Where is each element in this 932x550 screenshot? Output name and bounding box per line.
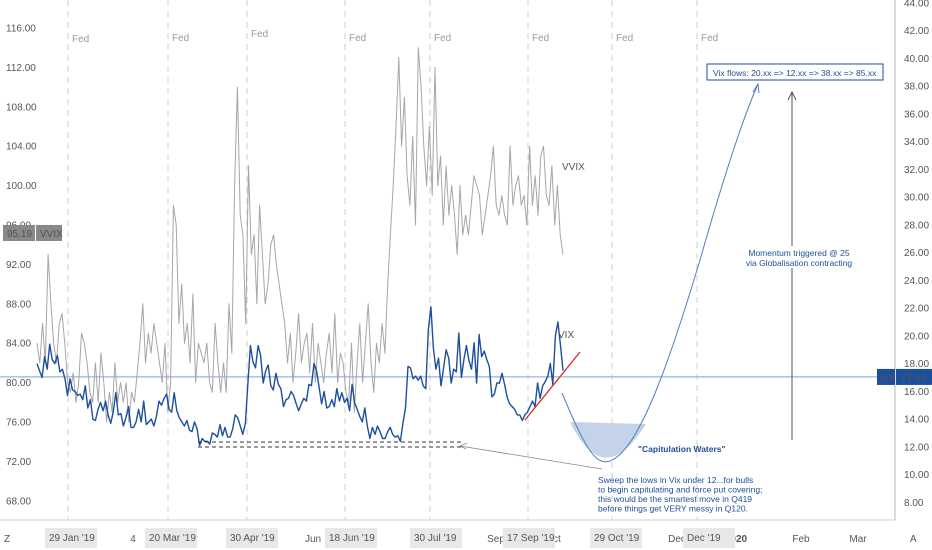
x-date-badge <box>45 528 97 548</box>
fed-marker-label: Fed <box>532 33 549 44</box>
right-axis-tick: 28.00 <box>904 220 929 231</box>
projection-arrowhead <box>752 82 760 94</box>
right-axis-tick: 38.00 <box>904 82 929 93</box>
x-date-badge <box>226 528 278 548</box>
momentum-arrowhead <box>787 90 797 101</box>
vvix-name-badge-label: VVIX <box>40 229 63 240</box>
x-date-badge <box>590 528 642 548</box>
left-axis-tick: 116.00 <box>6 24 36 35</box>
vix-last-value-badge <box>896 368 932 385</box>
projection-curve <box>561 83 759 463</box>
right-axis-tick: 32.00 <box>904 165 929 176</box>
x-date-badge-label: Dec '19 <box>687 533 721 544</box>
note-pointer-arrowhead <box>459 442 468 450</box>
fed-marker-label: Fed <box>701 33 718 44</box>
x-date-badge-label: 29 Jan '19 <box>49 533 95 544</box>
right-axis-tick: 20.00 <box>904 331 929 342</box>
x-axis-label: 4 <box>130 534 136 545</box>
right-axis-tick: 30.00 <box>904 193 929 204</box>
left-axis-tick: 112.00 <box>6 63 36 74</box>
right-axis-tick: 14.00 <box>904 415 929 426</box>
x-date-badge-label: 29 Oct '19 <box>594 533 640 544</box>
vix-flows-box <box>706 63 884 81</box>
vix-name-badge <box>877 368 895 385</box>
right-axis-tick: 24.00 <box>904 276 929 287</box>
sweep-note-line: before things get VERY messy in Q120. <box>598 504 748 514</box>
left-axis-tick: 76.00 <box>6 418 31 429</box>
right-axis-tick: 44.00 <box>904 0 929 10</box>
corner-label-left: Z <box>4 534 10 545</box>
x-axis-label: Feb <box>792 534 810 545</box>
vvix-last-value: 95.19 <box>7 229 32 240</box>
left-axis-tick: 108.00 <box>6 102 37 113</box>
x-axis-label: Dec <box>668 534 686 545</box>
note-pointer-line <box>459 445 603 470</box>
right-axis-tick: 12.00 <box>904 442 929 453</box>
fed-marker-label: Fed <box>434 33 451 44</box>
left-axis-tick: 88.00 <box>6 299 31 310</box>
right-axis-tick: 36.00 <box>904 109 929 120</box>
fed-marker-label: Fed <box>72 34 89 45</box>
left-axis-tick: 80.00 <box>6 378 31 389</box>
right-axis-tick: 22.00 <box>904 304 929 315</box>
x-date-badge-label: 30 Jul '19 <box>414 533 457 544</box>
left-axis-tick: 104.00 <box>6 142 37 153</box>
corner-label-right: A <box>910 534 917 545</box>
left-axis-tick: 72.00 <box>6 457 31 468</box>
x-axis-label: Jun <box>305 534 321 545</box>
right-axis-tick: 40.00 <box>904 54 929 65</box>
vix-last-value: 17.04 <box>901 373 926 384</box>
vvix-name-badge <box>36 224 62 241</box>
right-axis-tick: 10.00 <box>904 470 929 481</box>
right-axis-tick: 18.00 <box>904 359 929 370</box>
trend-line <box>524 351 581 421</box>
x-date-badge-label: 30 Apr '19 <box>230 533 275 544</box>
left-axis-tick: 68.00 <box>6 496 31 507</box>
x-date-badge-label: 20 Mar '19 <box>149 533 196 544</box>
vvix-series-line <box>36 47 564 423</box>
fed-marker-label: Fed <box>616 33 633 44</box>
capitulation-label: "Capitulation Waters" <box>638 444 726 454</box>
x-date-badge <box>410 528 462 548</box>
x-date-badge <box>145 528 197 548</box>
momentum-note-line2: via Globalisation contracting <box>746 258 853 268</box>
left-axis-tick: 84.00 <box>6 339 31 350</box>
x-axis-label: Mar <box>849 534 867 545</box>
momentum-note-bg <box>746 246 852 268</box>
sweep-note-line: this would be the smartest move in Q419 <box>598 494 752 504</box>
right-axis-tick: 8.00 <box>904 498 924 509</box>
right-axis-tick: 42.00 <box>904 26 929 37</box>
x-axis-label: Sep <box>487 534 505 545</box>
right-axis-tick: 26.00 <box>904 248 929 259</box>
right-axis-tick: 34.00 <box>904 137 929 148</box>
vix-flows-text: Vix flows: 20.xx => 12.xx => 38.xx => 85… <box>713 68 877 78</box>
left-axis-tick: 92.00 <box>6 260 31 271</box>
momentum-note-line1: Momentum triggered @ 25 <box>748 248 850 258</box>
left-axis-tick: 100.00 <box>6 181 37 192</box>
x-date-badge <box>683 528 735 548</box>
right-axis-tick: 16.00 <box>904 387 929 398</box>
vix-series-line <box>36 306 564 447</box>
x-date-badge-label: 17 Sep '19 <box>507 533 555 544</box>
vvix-last-value-badge <box>3 224 35 241</box>
sweep-note-line: Sweep the lows in Vix under 12...for bul… <box>598 475 753 485</box>
x-date-badge-label: 18 Jun '19 <box>329 533 375 544</box>
vix-series-label: VIX <box>558 330 574 341</box>
sweep-note-line: to begin capitulating and force put cove… <box>598 485 762 495</box>
x-axis-label: 2020 <box>725 534 748 545</box>
fed-marker-label: Fed <box>349 33 366 44</box>
fed-marker-label: Fed <box>251 29 268 40</box>
fed-marker-label: Fed <box>172 33 189 44</box>
x-date-badge <box>325 528 377 548</box>
vvix-series-label: VVIX <box>562 162 585 173</box>
vix-name-badge-label: VIX <box>879 373 895 384</box>
x-date-badge <box>503 528 555 548</box>
